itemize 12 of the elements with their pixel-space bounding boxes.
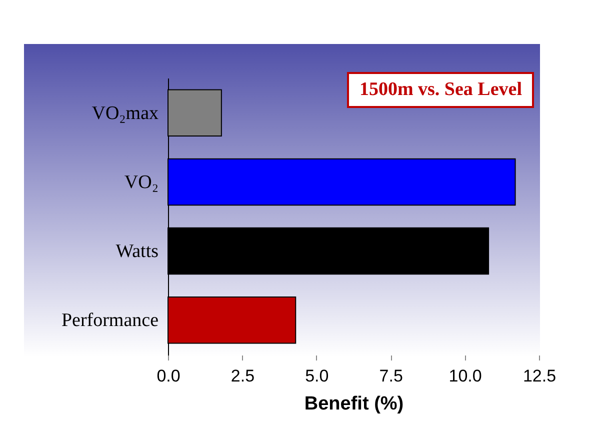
annotation: 1500m vs. Sea Level bbox=[347, 72, 534, 108]
y-tick-label: VO₂ bbox=[124, 172, 158, 193]
y-tick-label: VO₂max bbox=[92, 102, 159, 124]
x-tick-label: 7.5 bbox=[379, 366, 403, 386]
x-tick-label: 12.5 bbox=[522, 366, 556, 386]
x-tick-label: 2.5 bbox=[230, 366, 255, 386]
y-tick-label: Performance bbox=[61, 310, 158, 332]
y-tick-label: Watts bbox=[116, 241, 158, 262]
x-tick-label: 0.0 bbox=[156, 366, 180, 386]
x-tick-label: 10.0 bbox=[448, 366, 482, 386]
x-axis-title: Benefit (%) bbox=[304, 394, 404, 414]
x-tick-label: 5.0 bbox=[305, 366, 329, 386]
